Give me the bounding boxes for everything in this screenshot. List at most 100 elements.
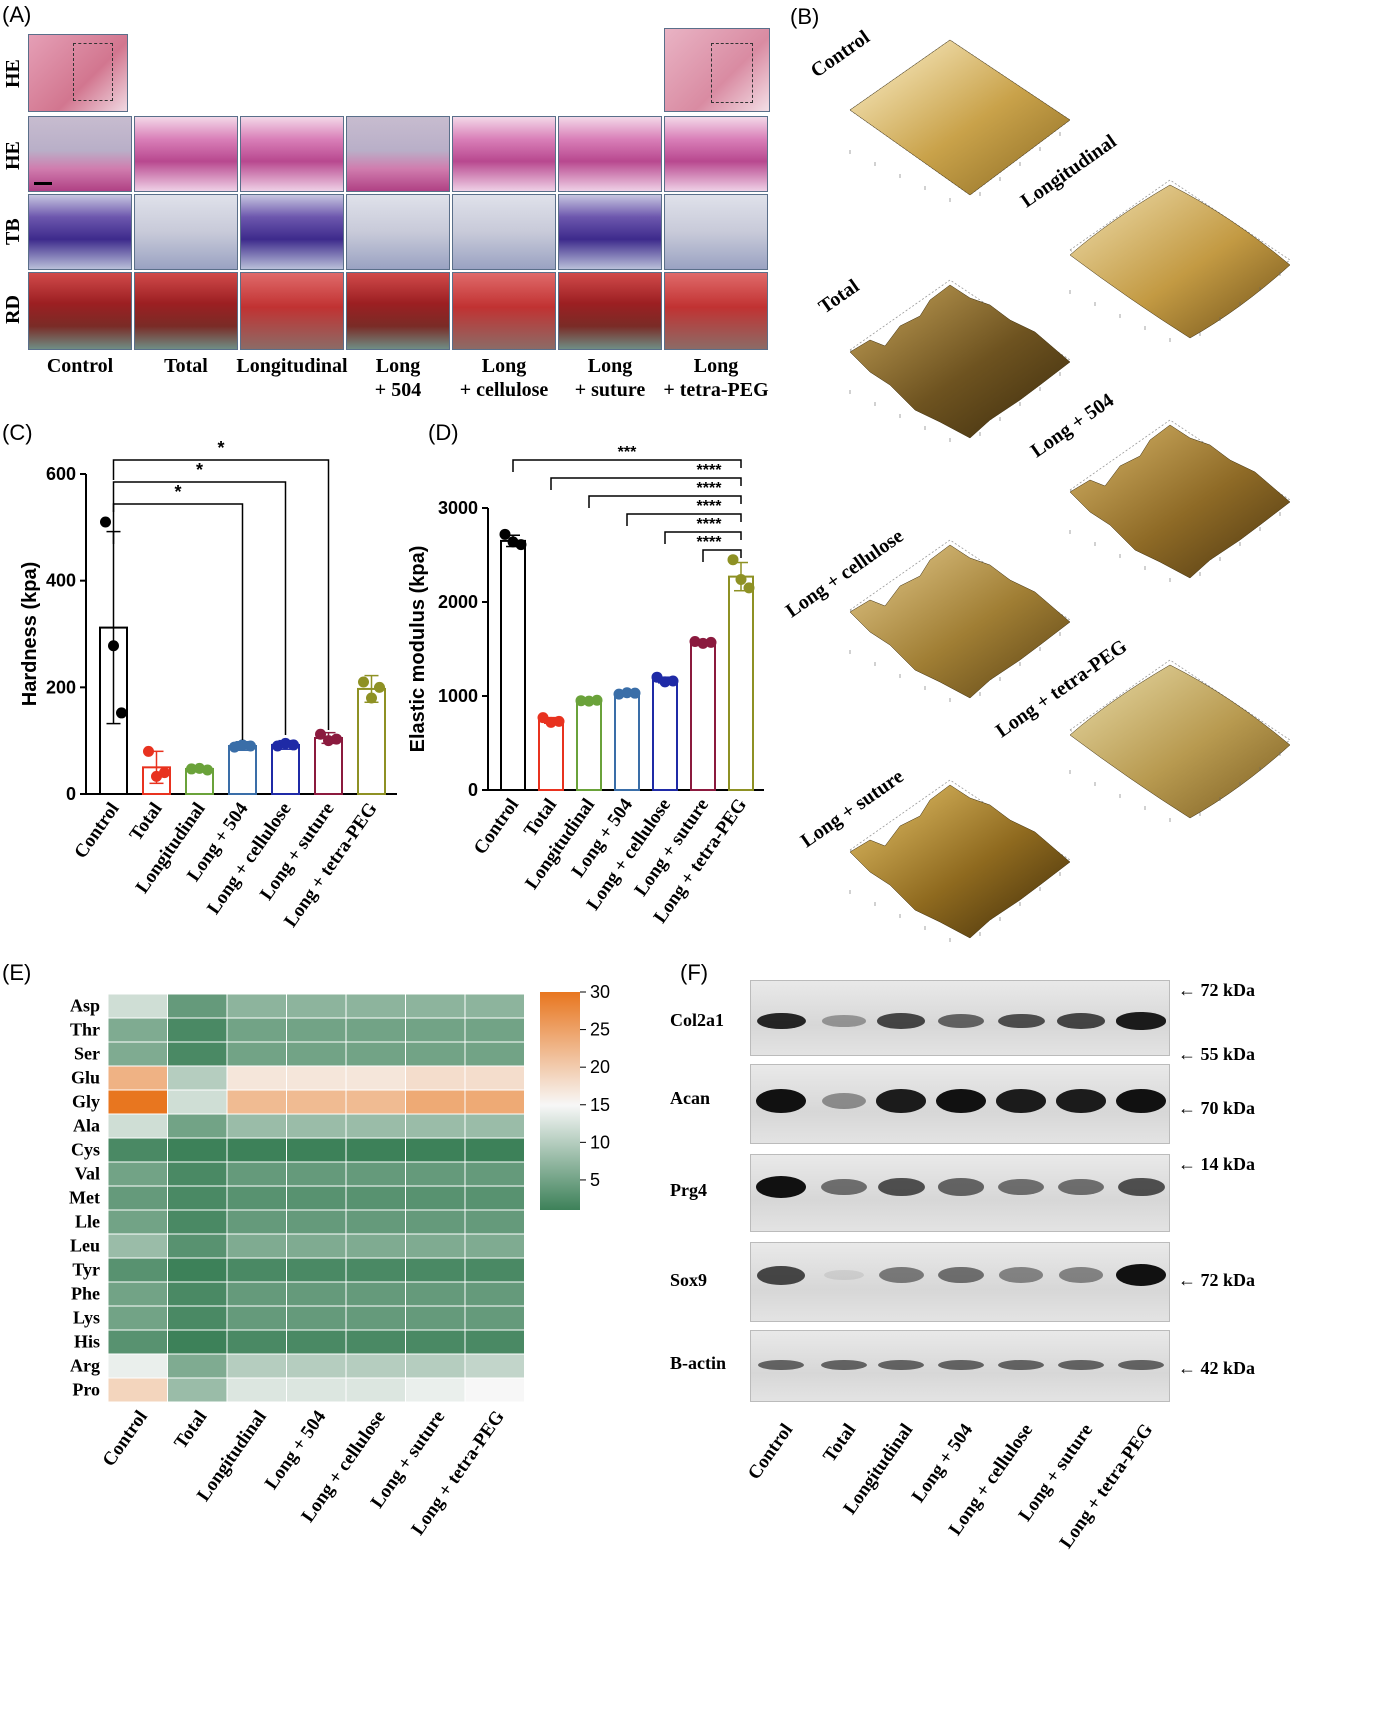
heatmap-cell [345,1113,406,1139]
heatmap-cell [405,1017,466,1043]
data-point [629,687,641,699]
heatmap-cell [405,1089,466,1115]
heatmap-row-label: Glu [71,1067,100,1087]
row-label-he-overview: HE [2,59,24,89]
histology-he-longitudinal [240,116,344,192]
blot-band [1058,1359,1104,1371]
colorbar-tick-label: 10 [590,1132,610,1152]
significance-bracket [112,503,244,740]
heatmap-cell [464,1161,525,1187]
data-point [100,516,111,528]
heatmap-cell [167,993,228,1019]
heatmap-cell [107,1113,168,1139]
y-tick-label: 2000 [438,592,478,612]
blot-label-b-actin: B-actin [670,1353,726,1373]
bar-long-tetra-peg [357,687,386,795]
heatmap-cell [345,1281,406,1307]
significance-label: **** [697,516,723,533]
heatmap-row-label: Lys [73,1307,100,1327]
afm-surface-control [849,39,1071,202]
histology-he-long-504 [346,116,450,192]
heatmap-cell [286,1161,347,1187]
heatmap-cell [226,1257,287,1283]
column-label-long-tetra-peg: Long + tetra-PEG [656,354,776,402]
y-axis-label: Hardness (kpa) [19,562,41,707]
heatmap-cell [107,1305,168,1331]
data-point [186,763,197,775]
blot-band [821,1359,867,1371]
heatmap-row-label: Asp [70,995,100,1015]
data-point [288,739,299,751]
colorbar-tick-label: 5 [590,1170,600,1190]
column-label-line: Long [693,355,739,377]
bar-control [500,539,526,792]
blot-band [1058,1178,1104,1196]
column-label-line: + 504 [374,379,422,401]
heatmap-row-label: Arg [70,1355,100,1375]
blot-band [878,1267,924,1283]
x-tick-label: Control [70,799,123,863]
panel-label-c: (C) [2,420,33,445]
heatmap-cell [167,1233,228,1259]
data-point [545,716,557,728]
histology-rd-long-cellulose [452,272,556,350]
histology-rd-control [28,272,132,350]
significance-bracket [112,459,330,730]
column-label-line: + cellulose [459,379,549,401]
heatmap-row-label: His [74,1331,100,1351]
heatmap-row-label: Tyr [72,1259,100,1279]
heatmap-cell [345,1209,406,1235]
heatmap-column-label: Total [170,1407,211,1453]
column-label-long-504: Long + 504 [338,354,458,402]
heatmap-cell [107,1041,168,1067]
blot-band [877,1013,925,1029]
heatmap-cell [167,1041,228,1067]
heatmap-cell [345,1377,406,1403]
bar-long-504 [614,692,640,791]
heatmap-cell [345,1353,406,1379]
histology-rd-long-tetra-peg [664,272,768,350]
scale-bar [34,182,52,185]
heatmap-cell [167,1329,228,1355]
blot-band [998,1359,1044,1371]
histology-tb-long-504 [346,194,450,270]
blot-band [1056,1089,1106,1113]
blot-band [756,1012,806,1030]
column-label-line: Long [587,355,633,377]
heatmap-row-label: Cys [71,1139,100,1159]
column-label-longitudinal: Longitudinal [232,354,352,378]
heatmap-cell [167,1281,228,1307]
heatmap-cell [226,1089,287,1115]
heatmap-cell [286,1185,347,1211]
heatmap-cell [286,993,347,1019]
heatmap-cell [286,1377,347,1403]
blot-band [757,1265,805,1285]
data-point [651,671,663,683]
marker-55-kda: ← 55 kDa [1178,1044,1256,1064]
heatmap-cell [464,1113,525,1139]
bar-long-suture [690,641,716,791]
bar-long-cellulose [271,743,300,795]
significance-bracket [664,531,742,544]
blot-band [756,1176,806,1198]
blot-band [823,1269,865,1281]
heatmap-cell [107,1089,168,1115]
heatmap-cell [226,1041,287,1067]
blot-band [822,1092,866,1110]
heatmap-cell [107,1161,168,1187]
significance-label: **** [697,498,723,515]
heatmap-cell [405,1137,466,1163]
heatmap-cell [286,1017,347,1043]
column-label-long-suture: Long + suture [550,354,670,402]
y-tick-label: 200 [46,677,76,697]
bar-long-504 [228,745,257,795]
heatmap-cell [226,1161,287,1187]
data-point [583,695,595,707]
heatmap-cell [345,1185,406,1211]
significance-label: **** [697,534,723,551]
data-point [499,528,511,540]
heatmap-cell [107,1065,168,1091]
blot-band [936,1088,986,1114]
bar-longitudinal [576,699,602,792]
afm-surface-long-cellulose [849,539,1071,702]
